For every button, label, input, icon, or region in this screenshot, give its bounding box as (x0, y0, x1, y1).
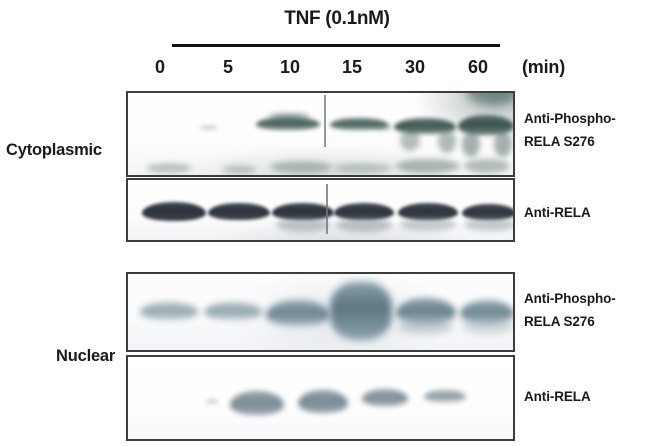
antibody-label-line2: RELA S276 (524, 134, 595, 149)
band-cyto-phospho-30min (394, 118, 456, 134)
band-cyto-total-0min (142, 202, 206, 221)
blot-film (128, 180, 513, 240)
blot-panel-nuc-phospho (126, 272, 515, 352)
blot-panel-cyto-phospho (126, 91, 515, 177)
antibody-label-line1: Anti-Phospho- (524, 291, 616, 306)
antibody-label-nuc-phospho: Anti-Phospho- RELA S276 (524, 287, 616, 333)
blot-panel-cyto-total (126, 178, 515, 242)
band-cyto-total-5min (208, 203, 270, 220)
antibody-label-cyto-total: Anti-RELA (524, 201, 591, 224)
timepoint-label-2: 10 (279, 57, 301, 77)
timepoint-label-3: 15 (341, 57, 363, 77)
antibody-label-cyto-phospho: Anti-Phospho- RELA S276 (524, 107, 616, 153)
timepoint-label-4: 30 (404, 57, 426, 77)
timepoint-label-0: 0 (154, 57, 165, 77)
band-nuc-phospho-60min (460, 300, 513, 324)
band-nuc-total-30min (362, 389, 408, 406)
film-scratch-artifact (326, 184, 328, 234)
band-cyto-phospho-15min (330, 118, 388, 130)
film-fog-top-right (466, 93, 513, 105)
band-cyto-phospho-5min (200, 125, 218, 130)
band-nuc-total-5min (206, 399, 218, 404)
film-scratch-artifact (324, 95, 326, 147)
band-nuc-total-10min (230, 391, 284, 415)
band-cyto-total-30min (398, 203, 458, 220)
antibody-label-nuc-total: Anti-RELA (524, 385, 591, 408)
band-nuc-phospho-15min (330, 282, 392, 340)
timepoint-label-5: 60 (467, 57, 489, 77)
antibody-label-line1: Anti-RELA (524, 389, 591, 404)
fraction-label-nuclear: Nuclear (56, 347, 116, 365)
timepoint-label-1: 5 (222, 57, 233, 77)
band-cyto-total-10min (272, 203, 334, 220)
band-cyto-total-60min (462, 204, 513, 220)
fraction-label-cytoplasmic: Cytoplasmic (6, 141, 102, 159)
band-nuc-phospho-0min (140, 302, 198, 320)
time-units-label: (min) (522, 57, 565, 77)
band-nuc-phospho-5min (204, 302, 262, 320)
band-cyto-phospho-10min (256, 117, 320, 130)
treatment-span-bar (172, 44, 500, 47)
blot-film (128, 357, 513, 439)
antibody-label-line1: Anti-Phospho- (524, 111, 616, 126)
blot-film (128, 93, 513, 175)
band-nuc-total-15min (298, 390, 348, 413)
band-nuc-total-60min (424, 390, 466, 402)
band-nuc-phospho-30min (396, 298, 456, 324)
blot-panel-nuc-total (126, 355, 515, 441)
band-nuc-phospho-10min (266, 300, 330, 326)
antibody-label-line2: RELA S276 (524, 314, 595, 329)
band-cyto-total-15min (334, 203, 394, 220)
antibody-label-line1: Anti-RELA (524, 205, 591, 220)
blot-film (128, 274, 513, 350)
band-cyto-phospho-60min (458, 115, 513, 135)
treatment-title: TNF (0.1nM) (284, 8, 390, 29)
